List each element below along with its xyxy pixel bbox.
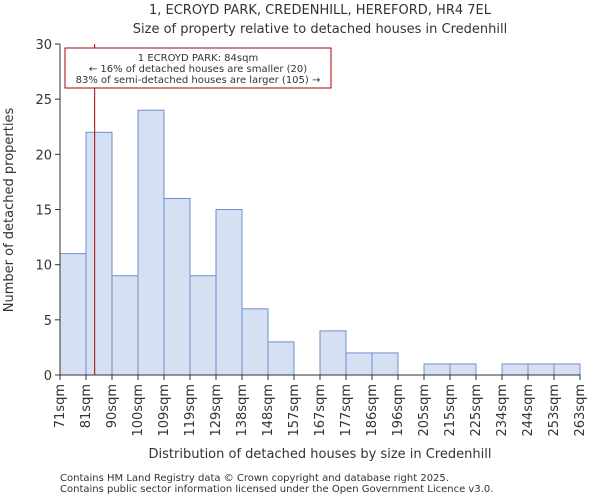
y-tick-label-15: 15 [35,204,52,219]
x-tick-label-186sqm: 186sqm [365,384,380,437]
bar-138sqm [241,308,269,376]
x-tick-label-90sqm: 90sqm [105,384,120,428]
bar-109sqm [163,197,191,376]
x-tick-label-215sqm: 215sqm [443,384,458,437]
y-tick-label-25: 25 [35,93,52,108]
bar-167sqm [319,330,347,376]
y-tick-label-10: 10 [35,259,52,274]
x-tick-label-225sqm: 225sqm [469,384,484,437]
bar-234sqm [501,363,529,376]
bar-205sqm [423,363,451,376]
x-tick-label-119sqm: 119sqm [183,384,198,437]
bar-100sqm [137,109,165,376]
chart-subtitle: Size of property relative to detached ho… [133,22,508,37]
y-tick-label-20: 20 [35,148,52,163]
y-tick-label-5: 5 [44,314,52,329]
bar-186sqm [371,352,399,376]
x-tick-label-234sqm: 234sqm [495,384,510,437]
annotation-line-2: ← 16% of detached houses are smaller (20… [89,64,307,75]
bar-71sqm [59,253,87,376]
bar-129sqm [215,209,243,376]
bar-244sqm [527,363,555,376]
chart-title: 1, ECROYD PARK, CREDENHILL, HEREFORD, HR… [149,3,492,18]
x-tick-label-196sqm: 196sqm [391,384,406,437]
x-tick-label-100sqm: 100sqm [131,384,146,437]
x-tick-label-244sqm: 244sqm [521,384,536,437]
annotation-box [64,47,332,89]
bar-148sqm [267,341,295,376]
x-tick-label-71sqm: 71sqm [53,384,68,428]
x-tick-label-129sqm: 129sqm [209,384,224,437]
x-axis-label: Distribution of detached houses by size … [149,447,492,462]
bar-81sqm [85,131,113,376]
x-tick-label-253sqm: 253sqm [547,384,562,437]
y-tick-label-0: 0 [44,369,52,384]
bar-119sqm [189,275,217,376]
bars-group [59,109,581,376]
footer-line-1: Contains HM Land Registry data © Crown c… [60,473,449,484]
x-tick-label-109sqm: 109sqm [157,384,172,437]
y-tick-label-30: 30 [35,38,52,53]
bar-253sqm [553,363,581,376]
bar-215sqm [449,363,477,376]
annotation-line-3: 83% of semi-detached houses are larger (… [76,75,321,86]
x-tick-label-177sqm: 177sqm [339,384,354,437]
x-tick-label-167sqm: 167sqm [313,384,328,437]
x-tick-label-263sqm: 263sqm [573,384,588,437]
annotation-line-1: 1 ECROYD PARK: 84sqm [138,53,258,64]
x-tick-label-148sqm: 148sqm [261,384,276,437]
y-axis: 0 5 10 15 20 25 30 [35,38,61,384]
y-axis-label: Number of detached properties [2,108,17,313]
bar-90sqm [111,275,139,376]
x-tick-label-157sqm: 157sqm [287,384,302,437]
footer-line-2: Contains public sector information licen… [60,484,494,495]
x-tick-label-205sqm: 205sqm [417,384,432,437]
x-axis: 71sqm 81sqm 90sqm 100sqm 109sqm 119sqm 129sqm 1… [53,374,588,437]
x-tick-label-138sqm: 138sqm [235,384,250,437]
bar-177sqm [345,352,373,376]
x-tick-label-81sqm: 81sqm [79,384,94,428]
